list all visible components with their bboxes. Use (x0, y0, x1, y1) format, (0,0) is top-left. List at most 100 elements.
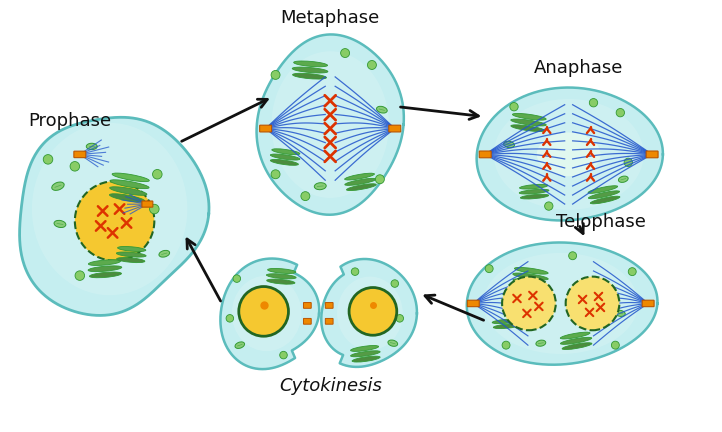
Ellipse shape (32, 123, 187, 295)
Ellipse shape (588, 191, 619, 199)
Ellipse shape (615, 310, 625, 316)
Ellipse shape (266, 279, 295, 284)
Ellipse shape (591, 196, 620, 204)
Ellipse shape (624, 158, 632, 166)
Ellipse shape (544, 202, 553, 210)
Ellipse shape (502, 341, 510, 349)
Ellipse shape (279, 351, 287, 359)
FancyBboxPatch shape (389, 125, 401, 132)
Ellipse shape (337, 276, 403, 350)
Ellipse shape (110, 187, 147, 195)
FancyBboxPatch shape (479, 151, 491, 158)
Ellipse shape (537, 133, 601, 176)
Ellipse shape (492, 319, 520, 324)
Ellipse shape (616, 108, 625, 117)
FancyBboxPatch shape (326, 302, 333, 308)
Ellipse shape (520, 184, 548, 189)
Ellipse shape (513, 114, 546, 120)
Ellipse shape (233, 275, 240, 283)
Ellipse shape (239, 286, 289, 336)
Ellipse shape (536, 340, 546, 346)
Polygon shape (466, 242, 658, 365)
Ellipse shape (344, 173, 375, 180)
Ellipse shape (565, 276, 619, 330)
Ellipse shape (493, 324, 520, 329)
Ellipse shape (270, 159, 298, 165)
Ellipse shape (271, 170, 280, 179)
Ellipse shape (519, 189, 549, 194)
Ellipse shape (271, 70, 280, 79)
FancyBboxPatch shape (260, 125, 271, 132)
Polygon shape (321, 259, 417, 367)
Ellipse shape (483, 253, 638, 354)
Ellipse shape (628, 268, 636, 276)
Ellipse shape (226, 314, 234, 322)
Ellipse shape (70, 162, 79, 171)
Ellipse shape (294, 61, 328, 67)
Ellipse shape (502, 276, 556, 330)
Text: Metaphase: Metaphase (281, 9, 380, 27)
Ellipse shape (351, 346, 378, 351)
FancyBboxPatch shape (142, 201, 153, 207)
Ellipse shape (511, 125, 544, 131)
FancyBboxPatch shape (467, 300, 479, 307)
Ellipse shape (110, 180, 149, 189)
Ellipse shape (513, 273, 548, 280)
Ellipse shape (349, 288, 397, 335)
FancyBboxPatch shape (303, 302, 311, 308)
Ellipse shape (391, 280, 399, 287)
Ellipse shape (619, 176, 628, 182)
Text: Prophase: Prophase (28, 111, 111, 130)
Ellipse shape (612, 341, 619, 349)
Ellipse shape (388, 340, 398, 346)
Ellipse shape (52, 182, 64, 191)
Ellipse shape (272, 149, 300, 155)
Ellipse shape (270, 154, 300, 160)
Polygon shape (477, 88, 663, 220)
Text: Cytokinesis: Cytokinesis (279, 377, 382, 395)
Ellipse shape (341, 48, 349, 57)
Ellipse shape (494, 99, 643, 210)
Ellipse shape (90, 272, 121, 278)
Ellipse shape (375, 175, 384, 184)
Ellipse shape (292, 67, 328, 73)
Polygon shape (256, 35, 404, 215)
Ellipse shape (75, 181, 155, 260)
Polygon shape (220, 259, 319, 369)
Ellipse shape (367, 60, 376, 70)
Ellipse shape (510, 102, 518, 111)
Ellipse shape (569, 252, 577, 260)
Ellipse shape (110, 194, 144, 202)
Ellipse shape (117, 257, 145, 263)
Ellipse shape (510, 119, 547, 126)
Ellipse shape (513, 279, 547, 286)
Ellipse shape (43, 155, 53, 164)
FancyBboxPatch shape (303, 318, 311, 324)
Ellipse shape (504, 141, 515, 148)
Ellipse shape (515, 267, 548, 274)
Ellipse shape (485, 265, 493, 273)
FancyBboxPatch shape (326, 318, 333, 324)
Ellipse shape (396, 314, 404, 322)
Ellipse shape (112, 173, 149, 181)
Ellipse shape (560, 337, 592, 344)
Ellipse shape (314, 183, 326, 190)
Ellipse shape (235, 342, 245, 349)
Ellipse shape (301, 192, 310, 200)
Ellipse shape (152, 169, 162, 179)
Ellipse shape (54, 220, 66, 228)
Ellipse shape (268, 268, 296, 273)
Ellipse shape (347, 184, 376, 191)
Ellipse shape (376, 106, 387, 113)
Ellipse shape (266, 274, 296, 279)
Ellipse shape (562, 343, 592, 349)
Ellipse shape (352, 268, 359, 276)
Ellipse shape (345, 178, 376, 185)
Ellipse shape (588, 186, 617, 194)
Ellipse shape (521, 194, 549, 199)
Ellipse shape (292, 73, 326, 79)
Ellipse shape (351, 351, 380, 357)
Ellipse shape (88, 260, 121, 265)
Ellipse shape (560, 332, 590, 339)
Polygon shape (19, 118, 209, 315)
